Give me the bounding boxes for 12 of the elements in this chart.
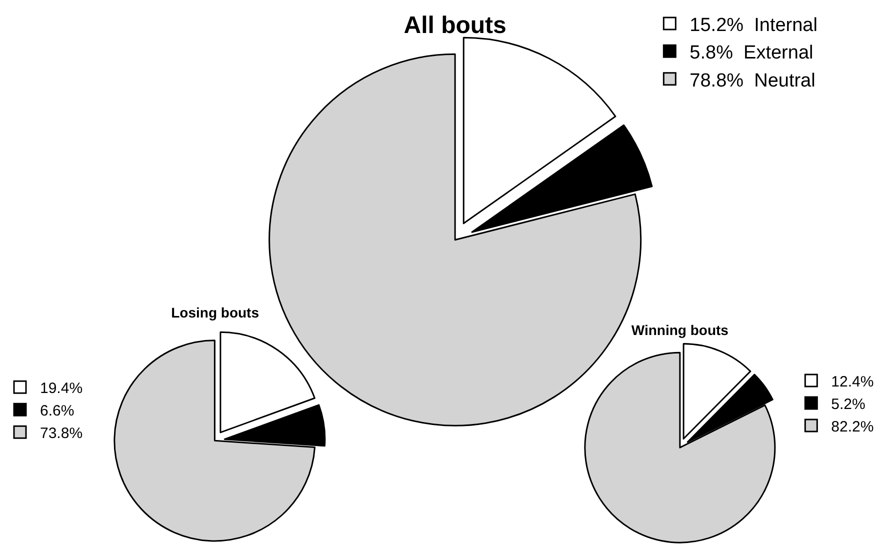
- chart-title: Winning bouts: [631, 322, 729, 338]
- legend-label: 73.8%: [40, 424, 83, 442]
- legend-label: 12.4%: [831, 373, 874, 390]
- legend-label: 19.4%: [40, 380, 83, 397]
- legend-label: 5.8% External: [690, 42, 814, 64]
- chart-title: Losing bouts: [171, 304, 260, 321]
- chart-title: All bouts: [404, 12, 506, 40]
- legend-label: 5.2%: [831, 396, 866, 413]
- legend-label: 6.6%: [40, 402, 74, 420]
- legend-label: 82.2%: [831, 418, 874, 436]
- legend-label: 15.2% Internal: [690, 14, 818, 36]
- legend-label: 78.8% Neutral: [690, 70, 816, 92]
